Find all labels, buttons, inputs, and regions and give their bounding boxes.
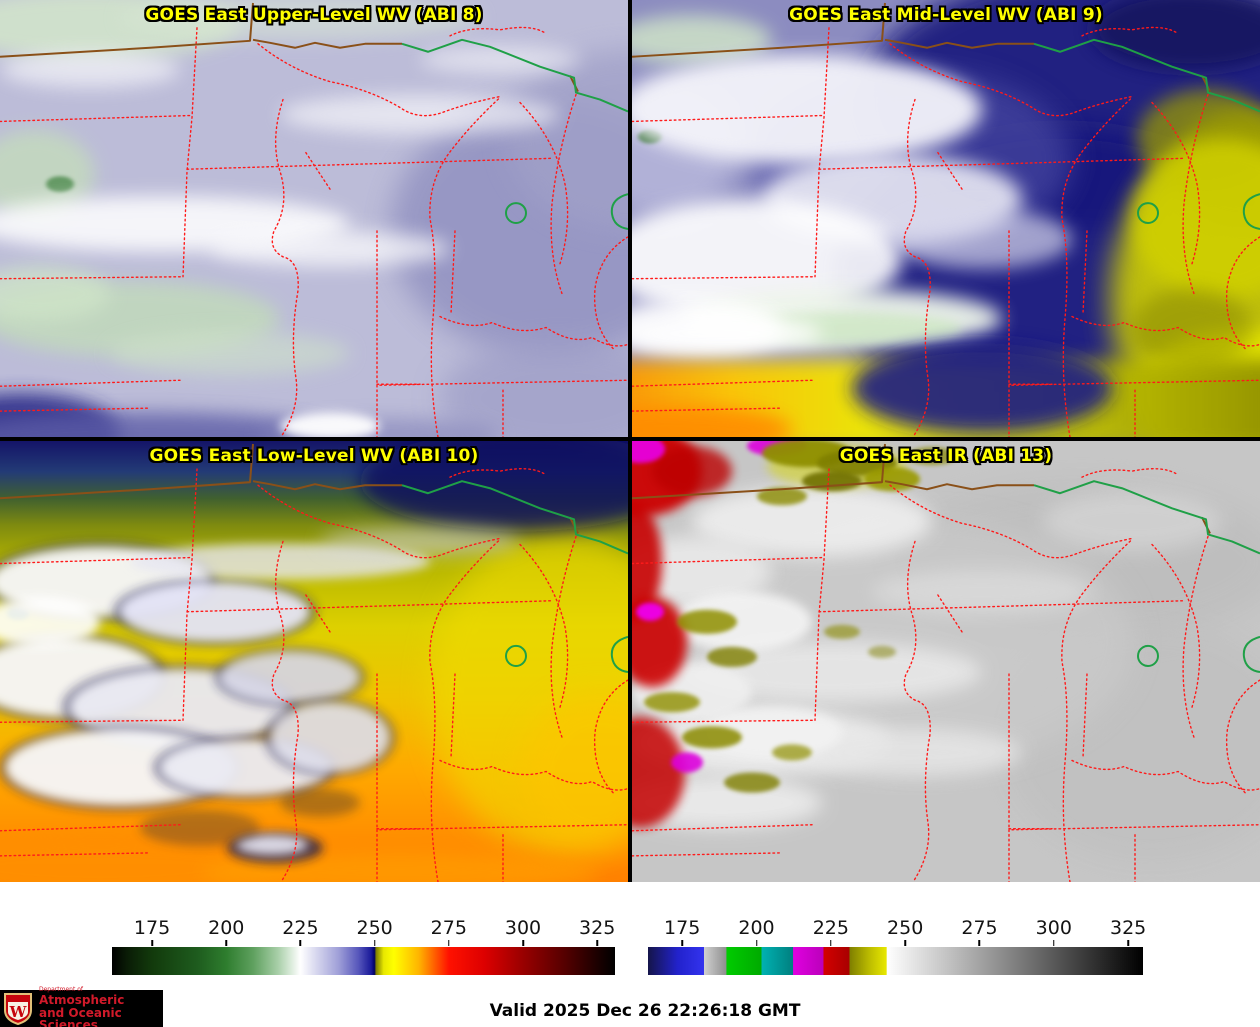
- panel-abi8: GOES East Upper-Level WV (ABI 8): [0, 0, 628, 437]
- ir-colorbar: 175 200 225 250 275 300 325: [648, 916, 1147, 976]
- satellite-image-abi9: [632, 0, 1260, 437]
- dry-band-bottom: [632, 315, 1260, 437]
- uw-crest-icon: W: [4, 992, 32, 1025]
- colorbar-tick: [151, 940, 153, 946]
- wv-upper-moisture-field: [0, 0, 628, 437]
- colorbar-tick: [978, 940, 981, 946]
- colorbar-tick: [448, 940, 450, 946]
- panel-title-abi13: GOES East IR (ABI 13): [839, 446, 1053, 466]
- colorbar-tick: [681, 940, 683, 946]
- colorbar-tick: [299, 940, 302, 946]
- colorbar-tick: [522, 940, 524, 946]
- colorbar-tick-label: 300: [1035, 917, 1072, 939]
- colorbar-tick-label: 325: [1109, 917, 1147, 939]
- wv-colorbar-ticks: [112, 940, 615, 947]
- colorbar-tick: [1053, 940, 1055, 946]
- colorbar-tick-label: 250: [887, 917, 924, 939]
- cloud-streaks: [0, 45, 580, 437]
- colorbar-tick-label: 275: [961, 917, 998, 939]
- colorbar-tick: [755, 940, 758, 946]
- colorbar-tick-label: 275: [430, 917, 467, 939]
- colorbar-tick-label: 225: [812, 917, 849, 939]
- satellite-image-abi13: [632, 441, 1260, 882]
- wv-colorbar-gradient: [112, 947, 615, 975]
- wv-colorbar-labels: 175 200 225 250 275 300 325: [112, 916, 615, 940]
- colorbar-tick-label: 300: [504, 917, 542, 939]
- colorbar-tick-label: 200: [738, 917, 775, 939]
- logo-line1: Atmospheric: [39, 992, 125, 1007]
- panel-title-abi10: GOES East Low-Level WV (ABI 10): [149, 446, 479, 466]
- colorbar-tick-label: 175: [664, 917, 701, 939]
- logo-text: Department of Atmospheric and Oceanic Sc…: [39, 985, 163, 1027]
- colorbar-tick-label: 325: [579, 917, 616, 939]
- panel-abi10: GOES East Low-Level WV (ABI 10): [0, 441, 628, 882]
- panel-title-abi9: GOES East Mid-Level WV (ABI 9): [789, 5, 1103, 25]
- satellite-image-abi10: [0, 441, 628, 882]
- colorbar-tick-label: 200: [208, 917, 245, 939]
- colorbar-tick: [596, 940, 598, 946]
- colorbar-tick: [830, 940, 832, 946]
- panel-abi13: GOES East IR (ABI 13): [632, 441, 1260, 882]
- colorbar-tick: [1127, 940, 1129, 946]
- ir-colorbar-ticks: [648, 940, 1143, 947]
- logo-dept-label: Department of: [39, 985, 83, 993]
- colorbar-tick: [225, 940, 227, 946]
- panel-title-abi8: GOES East Upper-Level WV (ABI 8): [145, 5, 483, 25]
- colorbar-tick-label: 250: [356, 917, 393, 939]
- colorbar-tick-label: 175: [133, 917, 171, 939]
- ir-colorbar-gradient: [648, 947, 1143, 975]
- wv-low-moisture-field: [0, 441, 628, 882]
- logo-line2: and Oceanic Sciences: [39, 1005, 122, 1027]
- panel-abi9: GOES East Mid-Level WV (ABI 9): [632, 0, 1260, 437]
- colorbar-tick-label: 225: [282, 917, 319, 939]
- wv-colorbar: 175 200 225 250 275 300 325: [112, 916, 615, 976]
- cloud-mass: [632, 54, 1072, 359]
- svg-text:W: W: [9, 1003, 28, 1021]
- cloud-clusters: [0, 527, 520, 863]
- colorbar-tick: [904, 940, 906, 946]
- ir-colorbar-labels: 175 200 225 250 275 300 325: [648, 916, 1147, 940]
- valid-timestamp: Valid 2025 Dec 26 22:26:18 GMT: [489, 1001, 801, 1021]
- colorbar-tick: [373, 940, 376, 946]
- uw-aos-logo: W Department of Atmospheric and Oceanic …: [0, 985, 163, 1027]
- satellite-grid: GOES East Upper-Level WV (ABI 8): [0, 0, 1260, 882]
- satellite-image-abi8: [0, 0, 628, 437]
